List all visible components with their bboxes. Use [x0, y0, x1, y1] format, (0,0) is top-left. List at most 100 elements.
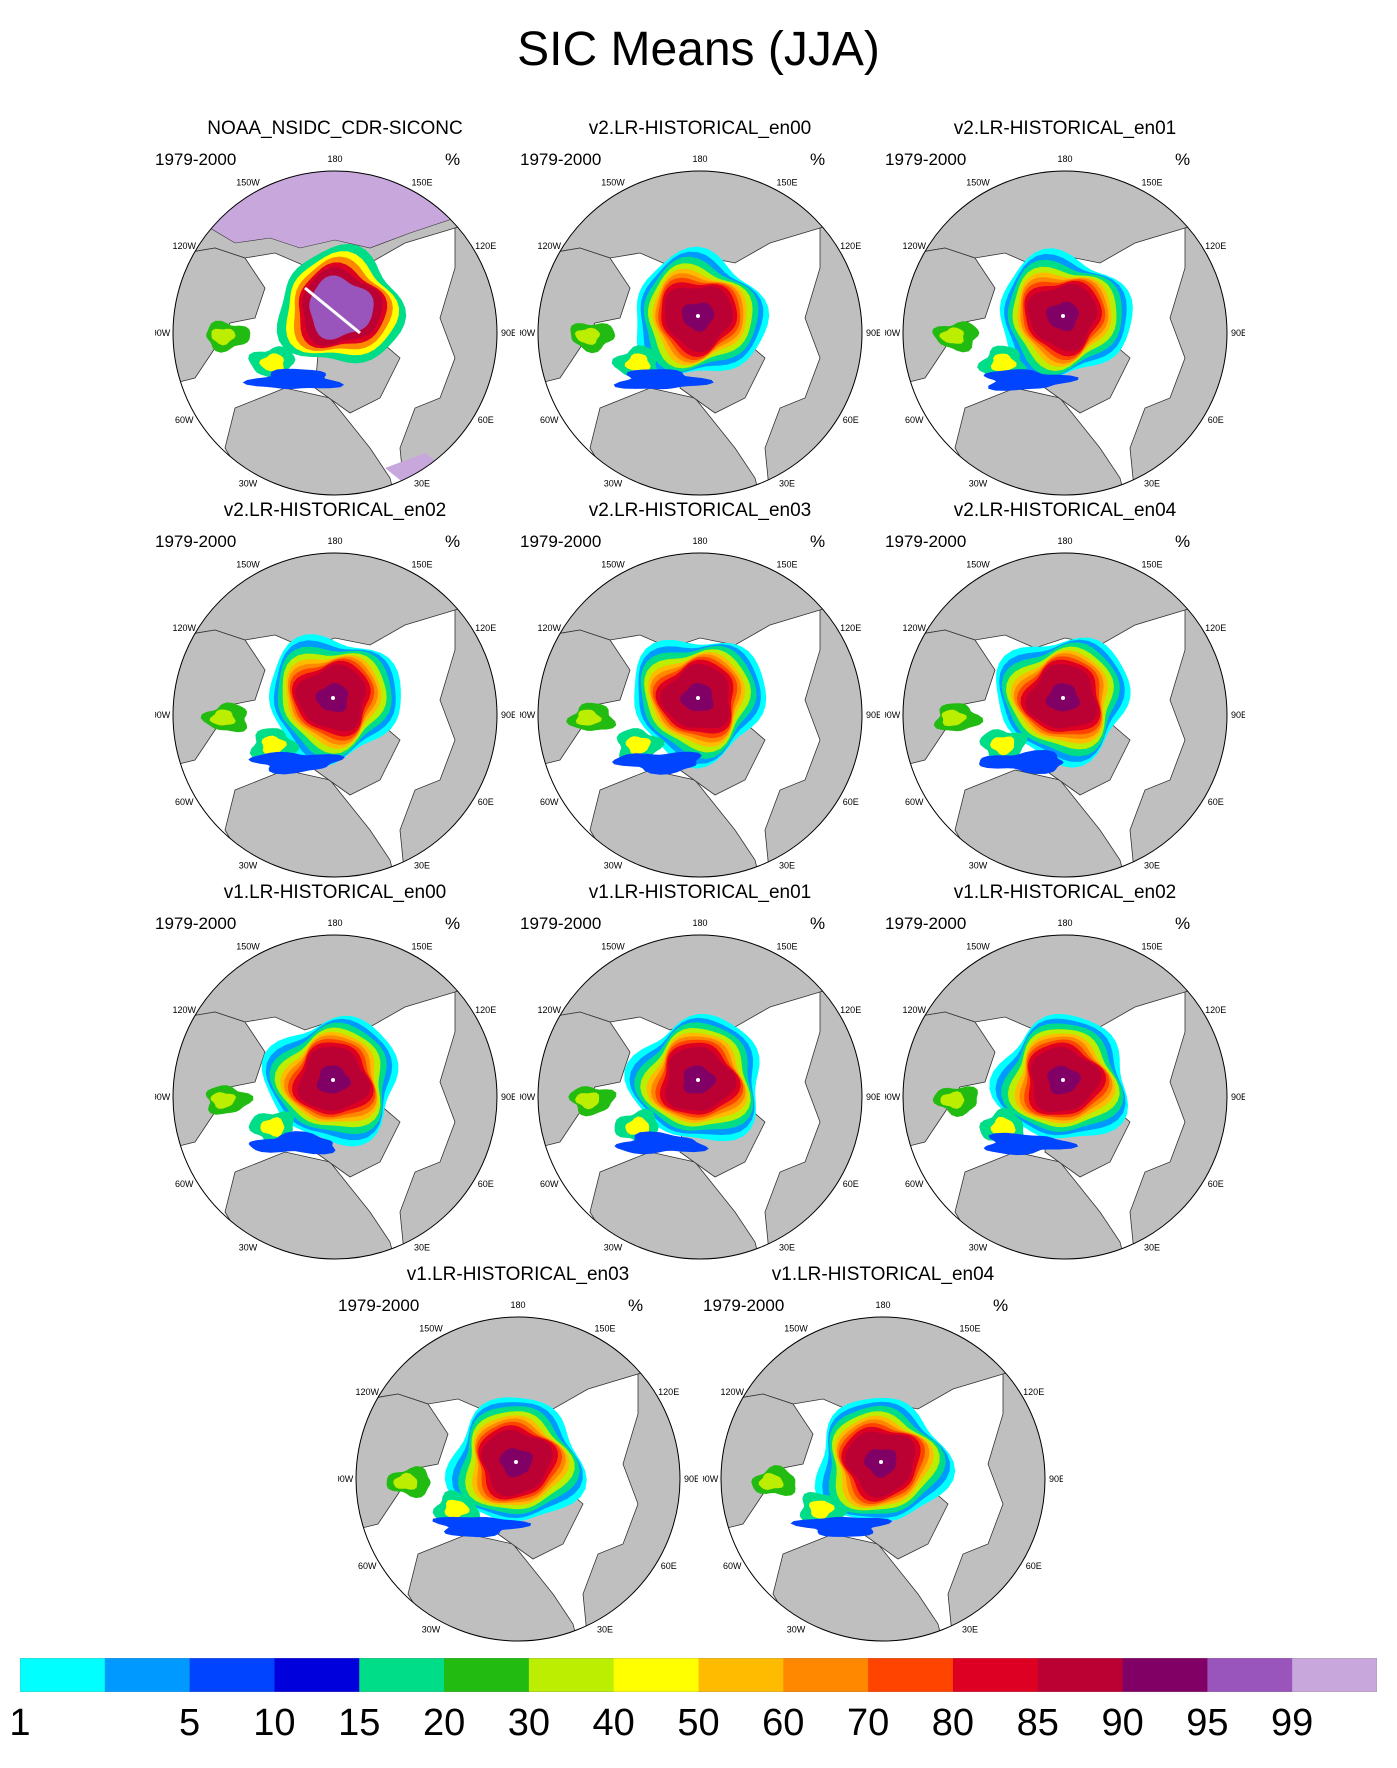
lon-tick-label: 30E	[779, 1243, 795, 1253]
map-panel: v1.LR-HISTORICAL_en02 1979-2000% 180 150E 12…	[885, 882, 1245, 1262]
panel-period: 1979-2000	[155, 150, 237, 169]
panel-period: 1979-2000	[520, 532, 602, 551]
lon-tick-label: 180	[692, 154, 707, 164]
polar-map: 180150E120E90E60E30E030W60W90W120W150W	[155, 154, 515, 496]
polar-map: 180150E120E90E60E30E030W60W90W120W150W	[885, 536, 1245, 878]
colorbar-swatch	[20, 1658, 106, 1692]
lon-tick-label: 150W	[601, 177, 625, 187]
colorbar-level-label: 20	[422, 1702, 466, 1744]
lon-tick-label: 90W	[155, 710, 171, 720]
lon-tick-label: 90W	[885, 328, 901, 338]
lon-tick-label: 120W	[173, 1005, 197, 1015]
lon-tick-label: 150E	[776, 559, 797, 569]
lon-tick-label: 60E	[661, 1561, 677, 1571]
lon-tick-label: 60E	[843, 797, 859, 807]
colorbar-swatch	[528, 1658, 615, 1692]
panel-title: v2.LR-HISTORICAL_en02	[223, 500, 447, 521]
lon-tick-label: 150W	[419, 1323, 443, 1333]
lon-tick-label: 30E	[1144, 1243, 1160, 1253]
lon-tick-label: 150E	[1141, 559, 1162, 569]
lon-tick-label: 60E	[478, 797, 494, 807]
colorbar-level-label: 40	[592, 1702, 635, 1744]
lon-tick-label: 60W	[540, 415, 559, 425]
panel-title: v1.LR-HISTORICAL_en01	[588, 882, 812, 903]
lon-tick-label: 60E	[1208, 797, 1224, 807]
map-panel: v2.LR-HISTORICAL_en04 1979-2000% 180 150E 12…	[885, 500, 1245, 880]
lon-tick-label: 120E	[658, 1387, 679, 1397]
lon-tick-label: 120E	[475, 623, 496, 633]
lon-tick-label: 150W	[966, 559, 990, 569]
colorbar-level-label: 10	[253, 1702, 296, 1744]
lon-tick-label: 90E	[1231, 328, 1245, 338]
colorbar-level-label: 15	[338, 1702, 381, 1744]
lon-tick-label: 30W	[239, 1243, 258, 1253]
lon-tick-label: 60W	[175, 797, 194, 807]
lon-tick-label: 90E	[866, 1092, 880, 1102]
panel-title: v1.LR-HISTORICAL_en04	[771, 1264, 995, 1285]
lon-tick-label: 30E	[597, 1625, 613, 1635]
colorbar-swatch	[104, 1658, 191, 1692]
lon-tick-label: 30W	[969, 1243, 988, 1253]
colorbar-level-label: 90	[1101, 1702, 1144, 1744]
panel-period: 1979-2000	[520, 150, 602, 169]
lon-tick-label: 120W	[538, 1005, 562, 1015]
lon-tick-label: 90W	[155, 328, 171, 338]
lon-tick-label: 30E	[414, 479, 430, 489]
lon-tick-label: 150E	[1141, 177, 1162, 187]
lon-tick-label: 120W	[721, 1387, 745, 1397]
lon-tick-label: 90E	[866, 710, 880, 720]
colorbar-swatch	[783, 1658, 869, 1692]
lon-tick-label: 150E	[594, 1323, 615, 1333]
lon-tick-label: 30E	[414, 861, 430, 871]
lon-tick-label: 150E	[411, 177, 432, 187]
panel-units: %	[445, 914, 461, 933]
colorbar-level-label: 60	[762, 1702, 805, 1744]
panel-units: %	[445, 150, 461, 169]
map-panel: v1.LR-HISTORICAL_en03 1979-2000% 180 150E 12…	[338, 1264, 698, 1644]
lon-tick-label: 30E	[779, 861, 795, 871]
lon-tick-label: 180	[327, 536, 342, 546]
lon-tick-label: 180	[327, 918, 342, 928]
lon-tick-label: 180	[692, 918, 707, 928]
lon-tick-label: 120W	[903, 1005, 927, 1015]
lon-tick-label: 120W	[173, 241, 197, 251]
lon-tick-label: 150W	[236, 559, 260, 569]
panel-period: 1979-2000	[155, 532, 237, 551]
polar-map: 180150E120E90E60E30E030W60W90W120W150W	[520, 536, 880, 878]
map-panel: v2.LR-HISTORICAL_en02 1979-2000% 180 150E 12…	[155, 500, 515, 880]
panel-units: %	[810, 150, 826, 169]
colorbar-level-label: 85	[1016, 1702, 1059, 1744]
lon-tick-label: 60W	[540, 1179, 559, 1189]
lon-tick-label: 120E	[475, 241, 496, 251]
lon-tick-label: 60W	[175, 1179, 194, 1189]
panel-title: v1.LR-HISTORICAL_en00	[223, 882, 447, 903]
polar-map: 180150E120E90E60E30E030W60W90W120W150W	[520, 918, 880, 1260]
panel-period: 1979-2000	[885, 914, 967, 933]
colorbar-labels: 1 5 10 15 20 30 40 50 60 70 80 85 90 95 99	[0, 1702, 1397, 1752]
lon-tick-label: 90E	[684, 1474, 698, 1484]
lon-tick-label: 60E	[843, 1179, 859, 1189]
map-panel: NOAA_NSIDC_CDR-SICONC 1979-2000% 180 150E 12…	[155, 118, 515, 498]
lon-tick-label: 150W	[966, 177, 990, 187]
map-panel: v1.LR-HISTORICAL_en00 1979-2000% 180 150E 12…	[155, 882, 515, 1262]
panel-period: 1979-2000	[520, 914, 602, 933]
colorbar-swatch	[698, 1658, 784, 1692]
lon-tick-label: 150W	[784, 1323, 808, 1333]
lon-tick-label: 150W	[236, 941, 260, 951]
map-panel: v2.LR-HISTORICAL_en00 1979-2000% 180 150E 12…	[520, 118, 880, 498]
colorbar-level-label: 99	[1271, 1702, 1314, 1744]
lon-tick-label: 90W	[703, 1474, 719, 1484]
lon-tick-label: 90W	[520, 710, 536, 720]
lon-tick-label: 60E	[478, 1179, 494, 1189]
lon-tick-label: 60W	[175, 415, 194, 425]
lon-tick-label: 90W	[885, 710, 901, 720]
panel-units: %	[1175, 532, 1191, 551]
lon-tick-label: 150E	[959, 1323, 980, 1333]
lon-tick-label: 30W	[422, 1625, 441, 1635]
lon-tick-label: 150W	[601, 941, 625, 951]
lon-tick-label: 150W	[236, 177, 260, 187]
colorbar-swatch	[1207, 1658, 1293, 1692]
polar-map: 180150E120E90E60E30E030W60W90W120W150W	[155, 536, 515, 878]
panel-units: %	[1175, 914, 1191, 933]
map-panel: v2.LR-HISTORICAL_en01 1979-2000% 180 150E 12…	[885, 118, 1245, 498]
